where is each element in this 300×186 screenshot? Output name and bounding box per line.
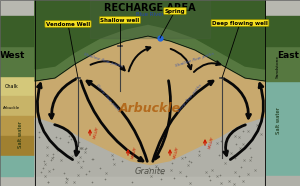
Bar (0, 76, 35, 96)
Text: Granite: Granite (134, 166, 166, 176)
Text: Vendome Well: Vendome Well (46, 22, 90, 26)
Text: Chalk: Chalk (5, 84, 19, 89)
Text: HELUM: HELUM (131, 146, 138, 160)
Text: Shallow flow paths: Shallow flow paths (83, 52, 123, 68)
Text: Sandstone: Sandstone (276, 54, 280, 78)
Text: Blue River: Blue River (136, 12, 164, 17)
Text: West: West (0, 52, 25, 60)
Polygon shape (90, 0, 210, 38)
Polygon shape (35, 0, 265, 69)
Bar (0, 26, 35, 76)
Text: Shallow well: Shallow well (100, 17, 140, 23)
Text: HELUM: HELUM (173, 146, 180, 160)
Text: HELUM: HELUM (208, 137, 215, 150)
Polygon shape (35, 36, 265, 166)
Polygon shape (240, 118, 265, 176)
Bar (265, 16, 300, 46)
Text: Deep flow paths: Deep flow paths (95, 83, 121, 113)
Bar (265, 176, 300, 186)
Text: Deep flow paths: Deep flow paths (177, 83, 203, 113)
Text: RECHARGE AREA: RECHARGE AREA (104, 3, 196, 13)
Bar (0, 16, 35, 46)
Text: Salt water: Salt water (17, 121, 22, 147)
Text: Salt water: Salt water (275, 108, 281, 134)
Text: Spring: Spring (165, 9, 185, 14)
Text: East: East (277, 52, 299, 60)
Text: Shallow flow paths: Shallow flow paths (175, 52, 215, 68)
Polygon shape (35, 118, 60, 176)
Bar (0, 136, 35, 156)
Polygon shape (35, 118, 265, 186)
Text: Arbuckle: Arbuckle (119, 102, 181, 115)
Bar (265, 81, 300, 176)
Text: Arbuckle: Arbuckle (3, 106, 21, 110)
Bar (265, 31, 300, 81)
Polygon shape (35, 0, 265, 81)
Bar (0, 156, 35, 176)
Bar (0, 96, 35, 116)
Bar (0, 116, 35, 136)
Text: HELUM: HELUM (93, 126, 100, 140)
Text: Deep flowing well: Deep flowing well (212, 20, 268, 25)
